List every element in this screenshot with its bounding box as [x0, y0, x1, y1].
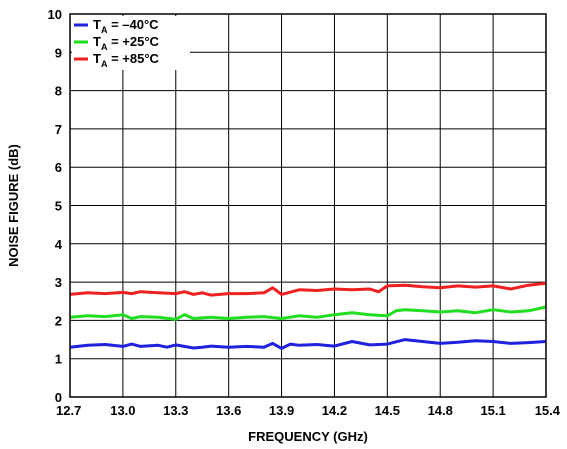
series-layer — [69, 281, 547, 350]
x-tick-label: 14.5 — [375, 403, 400, 418]
y-tick-label: 7 — [55, 122, 62, 137]
x-tick-label: 13.6 — [216, 403, 241, 418]
y-tick-labels: 0 1 2 3 4 5 6 7 8 9 10 — [48, 7, 63, 405]
series-line-0 — [69, 338, 547, 350]
x-tick-label: 14.2 — [322, 403, 347, 418]
legend: TA = –40°CTA = +25°CTA = +85°C — [72, 16, 190, 70]
y-axis-label: NOISE FIGURE (dB) — [6, 144, 21, 267]
y-tick-label: 2 — [55, 313, 62, 328]
y-tick-label: 8 — [55, 84, 62, 99]
x-tick-label: 13.0 — [110, 403, 135, 418]
plot-frame — [69, 13, 547, 398]
y-tick-label: 6 — [55, 160, 62, 175]
x-tick-label: 15.4 — [535, 403, 561, 418]
y-tick-label: 3 — [55, 275, 62, 290]
legend-label: TA = –40°C — [93, 17, 159, 35]
series-line-2 — [69, 281, 547, 297]
series-line-1 — [69, 305, 547, 321]
x-tick-label: 12.7 — [56, 403, 81, 418]
legend-background — [72, 16, 190, 70]
x-tick-label: 15.1 — [480, 403, 505, 418]
y-tick-label: 0 — [55, 390, 62, 405]
y-tick-label: 1 — [55, 352, 62, 367]
legend-label: TA = +25°C — [93, 34, 160, 52]
x-tick-label: 14.8 — [428, 403, 453, 418]
y-tick-label: 5 — [55, 199, 62, 214]
x-tick-label: 13.9 — [269, 403, 294, 418]
x-tick-label: 13.3 — [163, 403, 188, 418]
y-tick-label: 4 — [55, 237, 63, 252]
y-tick-label: 10 — [48, 7, 62, 22]
y-tick-label: 9 — [55, 45, 62, 60]
x-tick-labels: 12.7 13.0 13.3 13.6 13.9 14.2 14.5 14.8 15.1 15.4 — [56, 403, 561, 418]
grid — [70, 14, 546, 397]
x-axis-label: FREQUENCY (GHz) — [248, 429, 368, 444]
legend-label: TA = +85°C — [93, 51, 160, 69]
